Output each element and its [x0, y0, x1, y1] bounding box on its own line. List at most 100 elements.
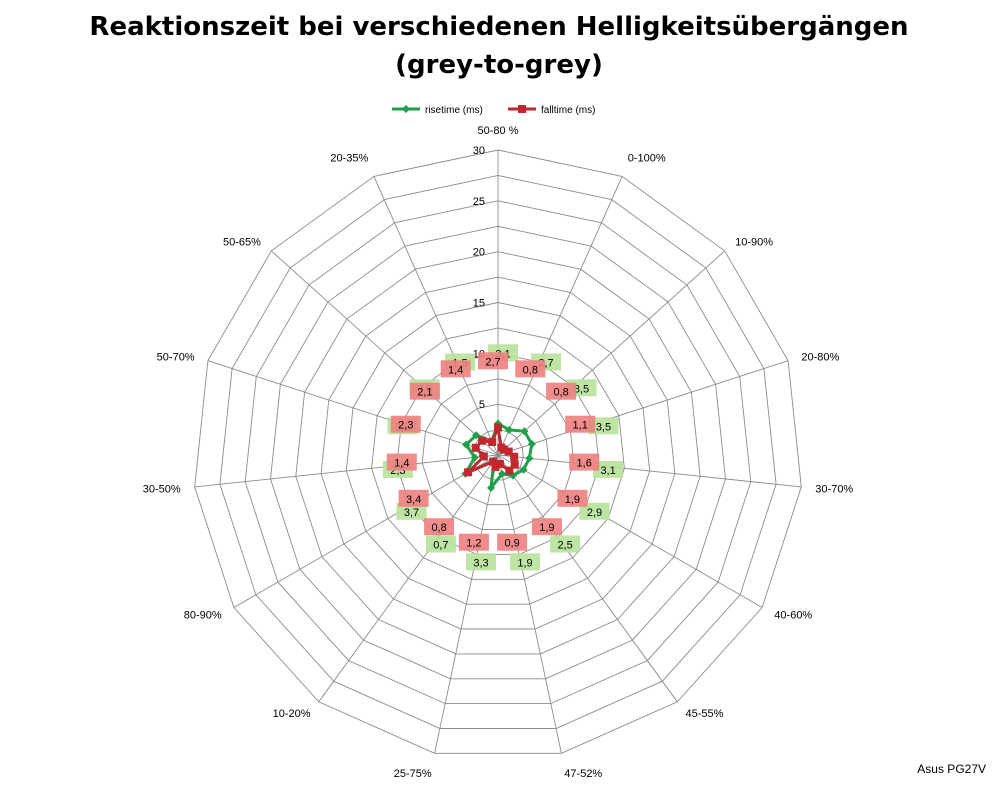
data-label-bg	[557, 489, 588, 507]
data-point	[519, 465, 528, 474]
data-label: 2,3	[398, 420, 413, 432]
data-label-bg	[531, 518, 562, 536]
grid-spoke	[207, 360, 499, 456]
category-label: 80-90%	[184, 610, 222, 622]
grid-spoke	[497, 360, 789, 456]
data-label-bg	[458, 533, 489, 551]
category-label: 45-55%	[686, 708, 724, 720]
chart-title: Reaktionszeit bei verschiedenen Helligke…	[89, 12, 909, 42]
data-label-bg	[440, 360, 471, 378]
grid-spoke	[497, 454, 763, 608]
data-label: 2,5	[557, 540, 572, 552]
data-label-bg	[424, 518, 455, 536]
data-label-bg	[550, 535, 581, 553]
data-point	[495, 459, 504, 468]
data-label: 1,4	[394, 458, 409, 470]
data-label-bg	[409, 382, 440, 400]
data-label: 0,8	[431, 522, 446, 534]
footer-model-label: Asus PG27V	[917, 762, 986, 776]
data-point	[494, 423, 502, 432]
series-line	[463, 422, 534, 490]
data-label-bg	[515, 360, 546, 378]
grid-ring	[219, 174, 777, 729]
category-label: 47-52%	[564, 768, 602, 780]
data-label-bg	[466, 553, 496, 571]
grid-ring	[295, 251, 701, 655]
data-label-bg	[579, 502, 610, 520]
grid-spoke	[270, 250, 499, 456]
legend: risetime (ms) falltime (ms)	[392, 105, 595, 116]
data-label: 0,8	[553, 387, 568, 399]
data-label: 1,9	[517, 557, 532, 569]
data-label-bg	[588, 417, 619, 435]
grid-spoke	[233, 454, 499, 608]
data-point	[510, 452, 519, 461]
category-label: 0-100%	[628, 153, 666, 165]
data-label: 0,8	[523, 364, 538, 376]
data-label: 0,7	[433, 540, 448, 552]
data-point	[472, 431, 481, 440]
data-point	[510, 460, 519, 469]
data-point	[479, 452, 488, 461]
data-label-bg	[569, 453, 600, 471]
legend-marker-square	[518, 105, 526, 113]
grid-spoke	[497, 454, 678, 703]
data-point	[505, 425, 514, 434]
axis-tick-label: 30	[473, 145, 485, 157]
data-label-bg	[396, 502, 427, 520]
data-label: 1,6	[577, 458, 592, 470]
grid-ring	[194, 149, 802, 754]
data-point	[504, 447, 513, 456]
data-label-bg	[497, 533, 528, 551]
category-label: 50-65%	[223, 237, 261, 249]
grid-ring	[446, 403, 550, 506]
data-point	[478, 436, 487, 445]
category-label: 30-50%	[143, 483, 181, 495]
grid-spoke	[318, 454, 499, 703]
category-label: 30-70%	[815, 483, 853, 495]
grid-spoke	[497, 454, 562, 754]
grid-ring	[421, 378, 575, 531]
category-label: 40-60%	[774, 610, 812, 622]
axis-tick-label: 25	[473, 196, 485, 208]
data-point	[525, 454, 534, 463]
data-point	[488, 437, 497, 446]
legend-label: falltime (ms)	[541, 105, 595, 116]
data-point	[505, 466, 514, 475]
category-label: 50-70%	[157, 351, 195, 363]
data-point	[498, 469, 507, 478]
axis-tick-label: 20	[473, 247, 485, 259]
grid-spoke	[497, 176, 623, 456]
legend-marker-diamond	[402, 105, 410, 113]
category-label: 20-80%	[801, 351, 839, 363]
data-point	[487, 483, 496, 492]
data-label-bg	[425, 535, 456, 553]
data-label-bg	[565, 415, 596, 433]
data-label-bg	[390, 415, 421, 433]
data-label: 3,5	[574, 383, 589, 395]
grid-spoke	[194, 454, 499, 488]
axis-tick-label: 5	[479, 399, 485, 411]
data-label: 1,2	[466, 538, 481, 550]
data-point	[500, 445, 509, 454]
series-layer	[461, 419, 536, 492]
data-point	[520, 427, 529, 436]
data-point	[489, 457, 498, 466]
grid-spoke	[373, 176, 499, 456]
data-label: 3,4	[406, 494, 421, 506]
grid-spoke	[434, 454, 499, 754]
category-label: 10-90%	[735, 237, 773, 249]
data-label-bg	[593, 461, 624, 478]
radar-grid: 50-80 % 0-100% 10-90% 20-80% 30-70% 40-60% 45-…	[143, 125, 854, 780]
data-point	[527, 440, 536, 449]
grid-ring	[270, 225, 726, 680]
data-point	[470, 453, 479, 462]
data-label-bg	[478, 352, 508, 370]
data-label: 3,1	[600, 465, 615, 477]
data-point	[464, 468, 473, 477]
legend-label: risetime (ms)	[425, 105, 483, 116]
data-label: 3,3	[473, 557, 488, 569]
data-labels: 3,12,73,53,53,12,92,51,93,30,73,72,33,32…	[382, 344, 624, 571]
data-label-bg	[510, 553, 540, 571]
category-label: 25-75%	[394, 768, 432, 780]
